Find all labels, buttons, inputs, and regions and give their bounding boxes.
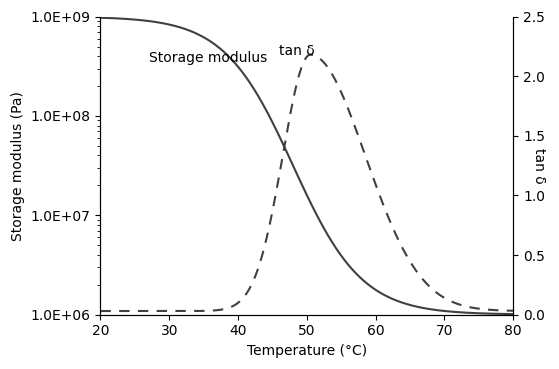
Y-axis label: tan δ: tan δ — [532, 148, 546, 183]
X-axis label: Temperature (°C): Temperature (°C) — [247, 344, 367, 358]
Y-axis label: Storage modulus (Pa): Storage modulus (Pa) — [11, 91, 25, 241]
Text: tan δ: tan δ — [280, 44, 315, 58]
Text: Storage modulus: Storage modulus — [149, 51, 267, 65]
